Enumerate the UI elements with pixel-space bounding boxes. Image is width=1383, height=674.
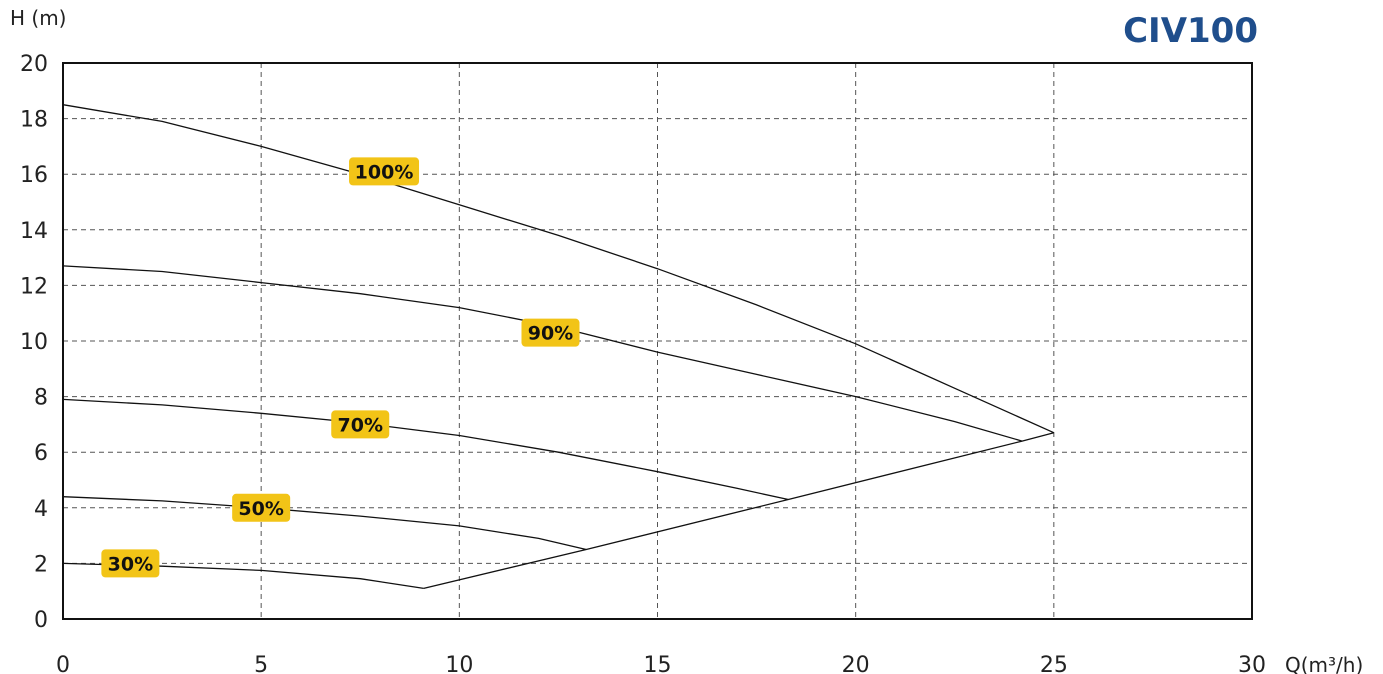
curve-label: 30% [108,553,153,575]
y-tick-label: 8 [34,386,48,411]
y-tick-label: 10 [20,330,48,355]
y-tick-label: 14 [20,219,48,244]
curve-100-pct [62,104,1055,434]
x-tick-label: 20 [842,653,870,674]
y-tick-label: 20 [20,52,48,77]
x-tick-label: 5 [254,653,268,674]
curve-label: 70% [338,414,383,436]
chart-title: CIV100 [1123,11,1258,51]
x-tick-label: 30 [1238,653,1266,674]
curve-label: 50% [238,498,283,520]
curve-label-badge [349,157,420,186]
y-tick-label: 12 [20,274,48,299]
curve-label-badge [521,318,580,347]
y-tick-label: 4 [34,497,48,522]
x-axis-title: Q(m³/h) [1285,653,1363,674]
x-tick-label: 10 [445,653,473,674]
y-axis-title: H (m) [10,6,66,30]
y-tick-label: 18 [20,108,48,133]
plot-frame [62,62,1253,620]
y-tick-label: 6 [34,441,48,466]
curve-label-badge [101,549,160,578]
x-tick-label: 25 [1040,653,1068,674]
curve-label: 90% [528,323,573,345]
x-tick-label: 0 [56,653,70,674]
y-tick-label: 0 [34,608,48,633]
curve-label: 100% [355,161,414,183]
curve-70-pct [62,398,789,501]
curve-label-badge [232,493,291,522]
curve-label-badge [331,410,390,439]
y-tick-label: 16 [20,163,48,188]
y-tick-label: 2 [34,552,48,577]
curve-50-pct [62,496,587,551]
limit-line [423,432,1054,590]
x-tick-label: 15 [644,653,672,674]
